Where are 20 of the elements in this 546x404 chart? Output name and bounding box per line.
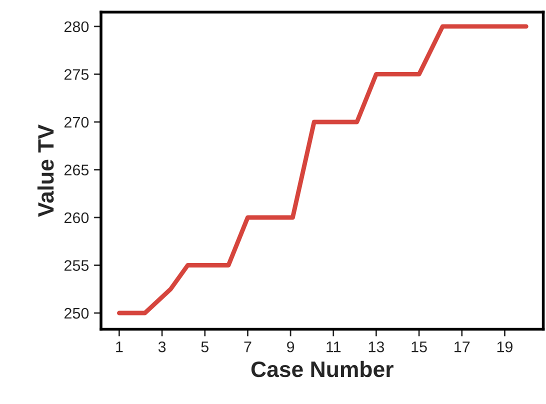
y-tick-label: 270 [64, 116, 89, 128]
y-tick-label: 265 [64, 164, 89, 176]
x-tick-label: 7 [244, 342, 252, 352]
x-tick-label: 11 [326, 342, 341, 352]
x-tick-label: 19 [497, 341, 512, 352]
x-tick-label: 15 [412, 342, 427, 352]
x-tick-label: 17 [454, 342, 470, 352]
x-tick-label: 3 [158, 341, 166, 352]
y-tick-label: 260 [64, 212, 89, 224]
x-tick-label: 1 [116, 342, 123, 352]
x-tick-label: 9 [287, 341, 294, 352]
x-tick-label: 13 [368, 341, 384, 352]
x-tick-label: 5 [201, 342, 208, 352]
x-axis-title: Case Number [251, 360, 394, 378]
y-tick-label: 250 [64, 308, 89, 319]
y-tick-label: 275 [64, 69, 89, 80]
y-tick-label: 255 [64, 260, 89, 271]
y-tick-label: 280 [64, 21, 89, 32]
line-series [116, 24, 528, 316]
y-axis-title: Value TV [37, 124, 54, 217]
